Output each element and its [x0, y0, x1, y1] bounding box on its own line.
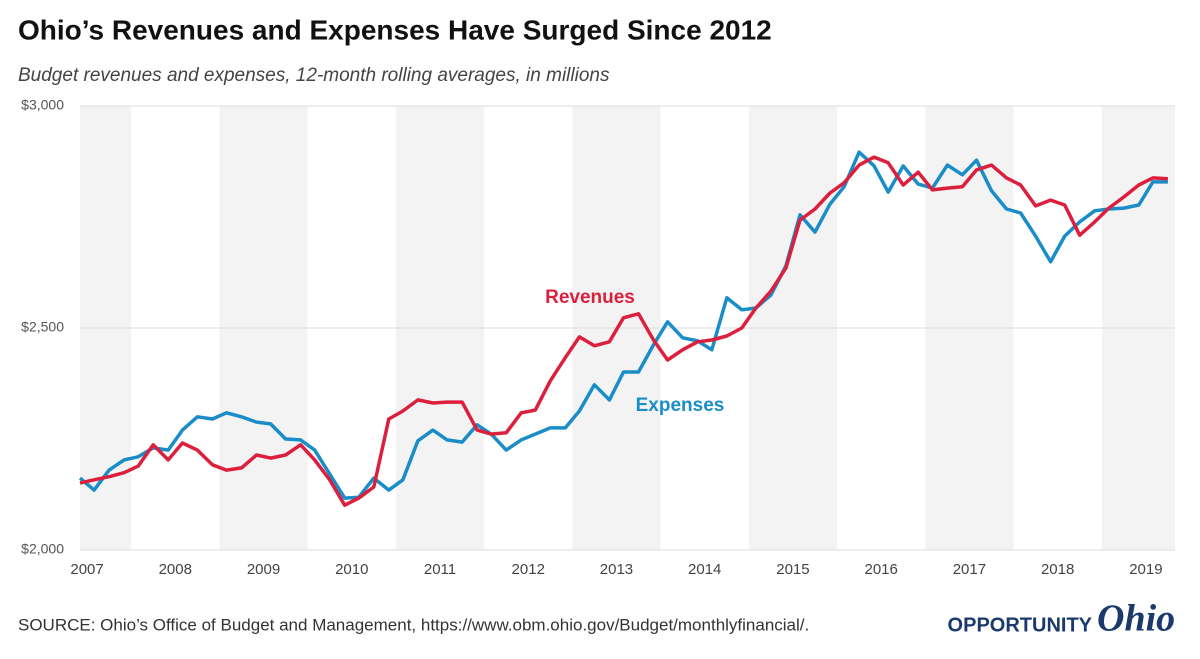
x-tick-label: 2015 [776, 561, 809, 578]
x-tick-label: 2012 [512, 561, 545, 578]
logo-text: OPPORTUNITY [948, 614, 1093, 636]
y-tick-label: $3,000 [21, 97, 64, 113]
x-tick-label: 2011 [424, 561, 456, 578]
x-tick-label: 2013 [600, 561, 633, 578]
chart-subtitle: Budget revenues and expenses, 12-month r… [18, 65, 610, 86]
series-label: Revenues [545, 287, 635, 308]
x-tick-label: 2009 [247, 561, 280, 578]
y-tick-label: $2,500 [21, 319, 64, 335]
x-tick-label: 2007 [70, 561, 103, 578]
x-tick-label: 2014 [688, 561, 721, 578]
logo-script: Ohio [1097, 598, 1175, 640]
series-line [78, 150, 1168, 500]
x-tick-label: 2017 [953, 561, 986, 578]
x-tick-label: 2019 [1129, 561, 1162, 578]
y-tick-label: $2,000 [21, 541, 64, 557]
x-tick-label: 2010 [335, 561, 368, 578]
series-line [79, 155, 1169, 507]
series-label: Expenses [636, 395, 725, 416]
x-tick-label: 2008 [159, 561, 192, 578]
source: SOURCE: Ohio’s Office of Budget and Mana… [18, 615, 809, 634]
chart-title: Ohio’s Revenues and Expenses Have Surged… [18, 14, 772, 45]
x-tick-label: 2018 [1041, 561, 1074, 578]
x-tick-label: 2016 [864, 561, 897, 578]
